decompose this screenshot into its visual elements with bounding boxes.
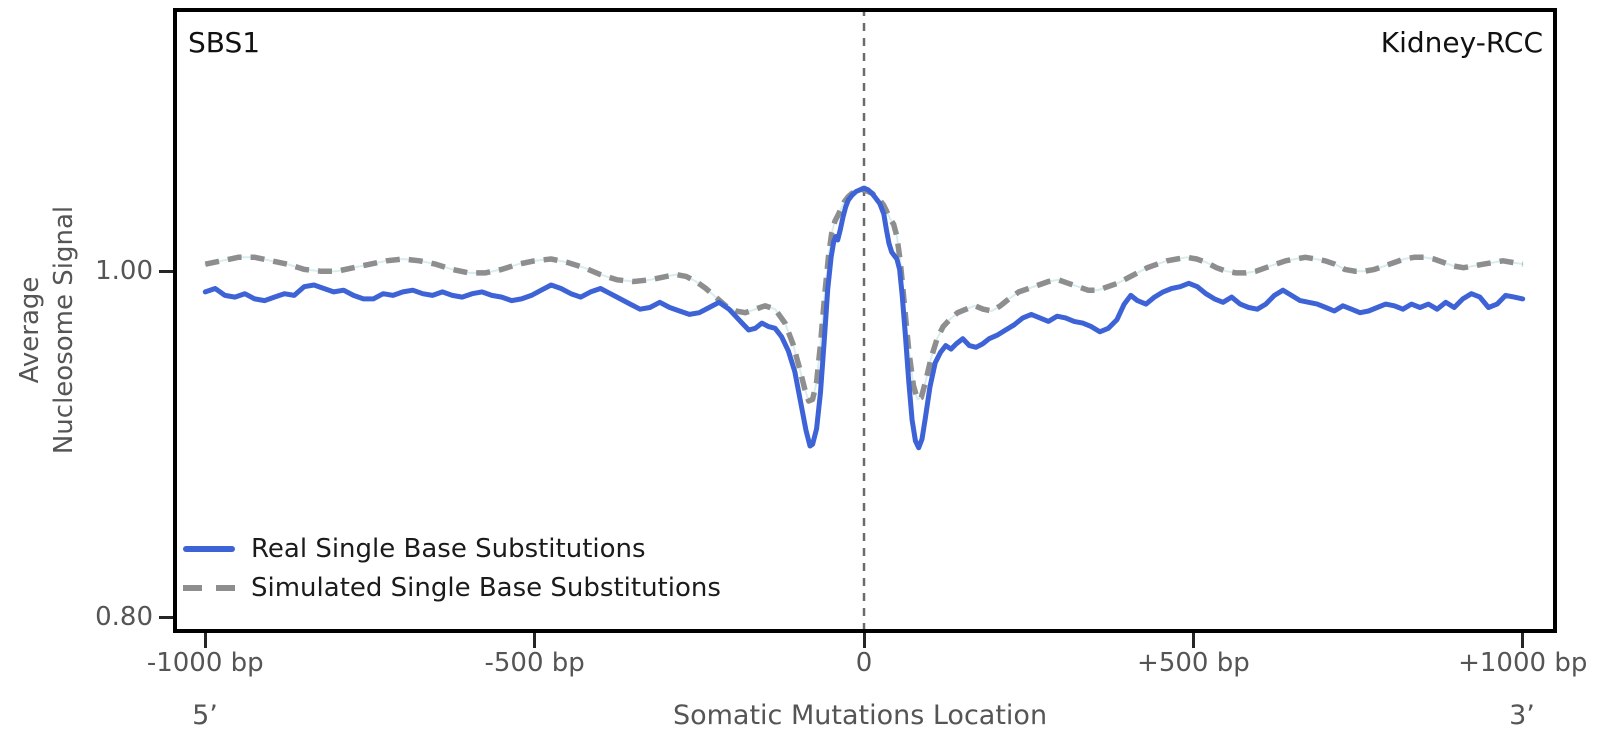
x-tick-label: +500 bp <box>1137 648 1250 678</box>
five-prime-label: 5’ <box>192 700 218 731</box>
x-tick-mark <box>533 633 537 648</box>
y-tick-mark <box>159 615 173 619</box>
y-tick-mark <box>159 269 173 273</box>
x-tick-label: -1000 bp <box>146 648 264 678</box>
x-tick-mark <box>203 633 207 648</box>
x-tick-label: -500 bp <box>484 648 585 678</box>
x-tick-label: 0 <box>855 648 873 678</box>
real-substitutions-line <box>202 185 1526 451</box>
legend-row-real: Real Single Base Substitutions <box>183 529 721 568</box>
legend-row-simulated: Simulated Single Base Substitutions <box>183 568 721 607</box>
cohort-label: Kidney-RCC <box>1380 26 1543 59</box>
x-axis-label: Somatic Mutations Location <box>672 700 1048 731</box>
three-prime-label: 3’ <box>1509 700 1535 731</box>
legend-label-real: Real Single Base Substitutions <box>251 533 646 564</box>
y-axis-label: Average Nucleosome Signal <box>15 205 79 455</box>
simulated-line-swatch-icon <box>183 584 235 591</box>
x-axis-label-row: 5’ Somatic Mutations Location 3’ <box>0 700 1603 740</box>
real-line-swatch-icon <box>183 545 235 552</box>
plot-svg <box>202 8 1526 633</box>
legend: Real Single Base Substitutions Simulated… <box>183 529 721 607</box>
x-tick-mark <box>862 633 866 648</box>
x-tick-mark <box>1521 633 1525 648</box>
y-tick-label: 1.00 <box>95 256 153 287</box>
legend-label-simulated: Simulated Single Base Substitutions <box>251 572 721 603</box>
x-tick-label: +1000 bp <box>1458 648 1588 678</box>
y-tick-label: 0.80 <box>95 602 153 633</box>
simulated-substitutions-line-underlay <box>204 188 1524 402</box>
x-tick-mark <box>1191 633 1195 648</box>
signature-label: SBS1 <box>188 26 261 59</box>
